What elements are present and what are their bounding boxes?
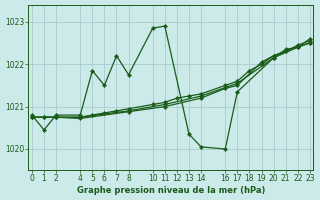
X-axis label: Graphe pression niveau de la mer (hPa): Graphe pression niveau de la mer (hPa) (77, 186, 265, 195)
